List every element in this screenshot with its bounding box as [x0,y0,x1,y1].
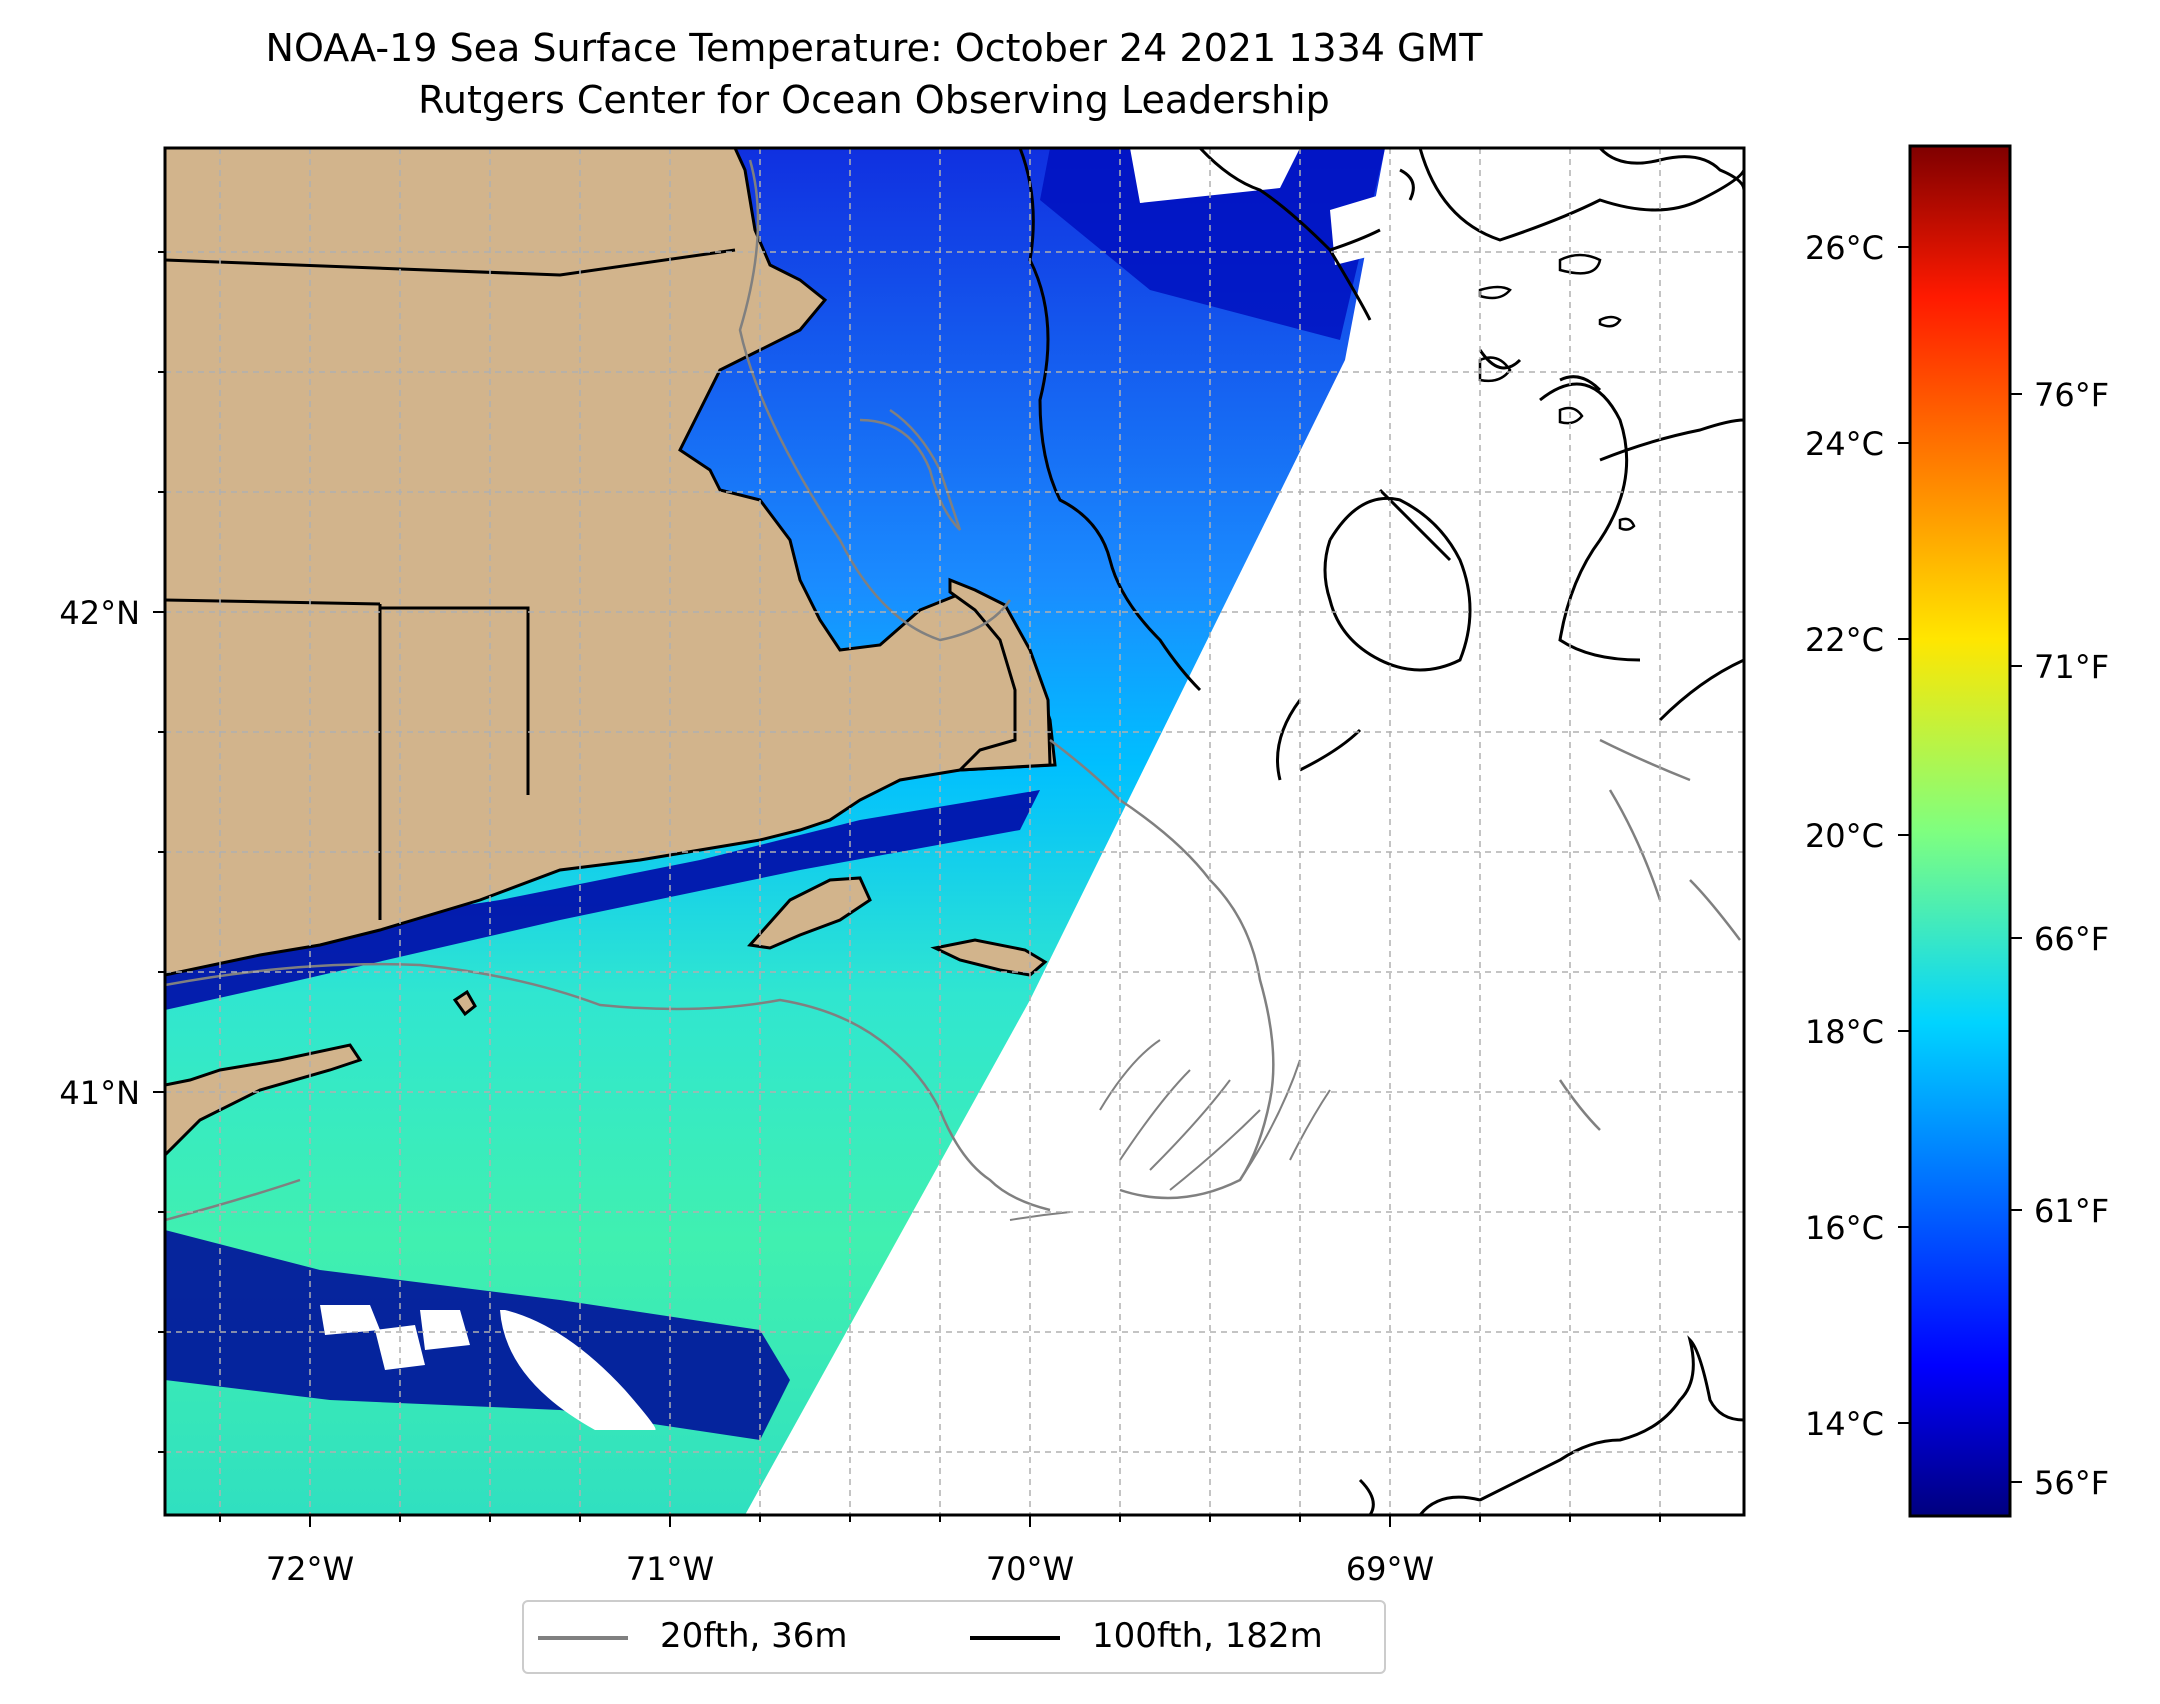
colorbar-celsius-ticks [1898,246,1910,1424]
legend-label-20fth: 20fth, 36m [660,1616,848,1656]
colorbar-celsius-label: 24°C [1805,425,1884,463]
colorbar-celsius-label: 26°C [1805,229,1884,267]
map-frame [163,146,1746,1517]
lat-tick-marks [153,251,165,1453]
lon-tick-label: 72°W [266,1550,354,1588]
lat-tick-label: 41°N [59,1074,140,1112]
legend-label-100fth: 100fth, 182m [1092,1616,1323,1656]
contour-100fth-islands [1478,253,1636,531]
lon-tick-label: 69°W [1346,1550,1434,1588]
state-borders [165,248,736,920]
colorbar-fahrenheit-label: 61°F [2034,1192,2109,1230]
land-block-island [452,989,477,1017]
lon-tick-label: 70°W [986,1550,1074,1588]
cloud-mask-north [1130,148,1380,265]
colorbar-celsius-label: 18°C [1805,1013,1884,1051]
legend-line-20fth [538,1636,628,1640]
colorbar-fahrenheit-label: 56°F [2034,1464,2109,1502]
colorbar-fahrenheit-label: 71°F [2034,648,2109,686]
contour-legend: 20fth, 36m 100fth, 182m [522,1600,1386,1674]
colorbar [1908,144,2012,1518]
colorbar-celsius-label: 16°C [1805,1209,1884,1247]
legend-line-100fth [970,1636,1060,1640]
colorbar-fahrenheit-label: 66°F [2034,920,2109,958]
sst-cold-band-south [165,1230,790,1440]
colorbar-fahrenheit-ticks [2010,393,2022,1483]
colorbar-celsius-label: 14°C [1805,1405,1884,1443]
lon-tick-marks [219,1515,1661,1527]
contour-20fth [165,159,1741,1222]
land-marthas-vineyard [747,876,872,950]
colorbar-celsius-label: 22°C [1805,621,1884,659]
land-long-island [165,1043,363,1158]
map-area [165,148,1744,1515]
lon-tick-label: 71°W [626,1550,714,1588]
lat-tick-label: 42°N [59,594,140,632]
cloud-mask [320,1305,656,1430]
sst-cold-band-north [1040,148,1385,340]
map-subtitle: Rutgers Center for Ocean Observing Leade… [418,78,1330,122]
colorbar-celsius-label: 20°C [1805,817,1884,855]
land-nantucket [930,938,1048,977]
sst-cold-band-coast [165,790,1040,1010]
land-new-england [165,148,1057,977]
colorbar-fahrenheit-label: 76°F [2034,376,2109,414]
contour-100fth [1018,148,1744,1515]
contour-shoals [1009,1039,1331,1221]
grid-lines [165,148,1744,1515]
map-title: NOAA-19 Sea Surface Temperature: October… [265,26,1483,70]
